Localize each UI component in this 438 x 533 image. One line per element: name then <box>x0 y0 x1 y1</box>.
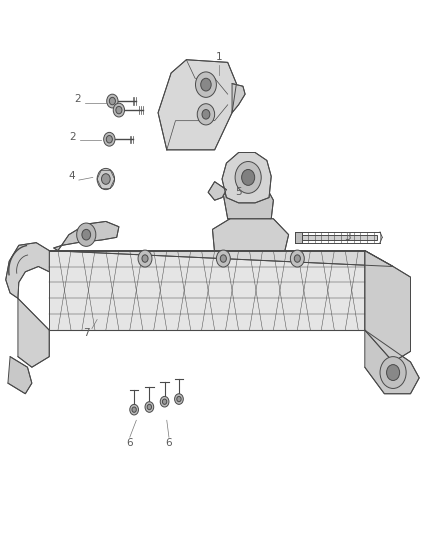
Circle shape <box>387 365 399 381</box>
Text: 6: 6 <box>127 438 133 448</box>
Circle shape <box>202 110 210 119</box>
Circle shape <box>106 135 113 143</box>
Polygon shape <box>53 221 119 251</box>
Circle shape <box>82 229 91 240</box>
Text: 7: 7 <box>83 328 89 338</box>
Text: 6: 6 <box>166 438 172 448</box>
Circle shape <box>380 357 406 389</box>
Circle shape <box>138 250 152 267</box>
Circle shape <box>197 104 215 125</box>
Circle shape <box>177 397 181 402</box>
Polygon shape <box>365 330 419 394</box>
Circle shape <box>142 255 148 262</box>
Polygon shape <box>6 243 49 298</box>
Text: 3: 3 <box>344 232 351 243</box>
Circle shape <box>216 250 230 267</box>
Circle shape <box>102 174 110 184</box>
Circle shape <box>107 94 118 108</box>
Circle shape <box>145 402 154 413</box>
Circle shape <box>147 405 152 410</box>
Circle shape <box>195 72 216 98</box>
Polygon shape <box>212 216 289 253</box>
Circle shape <box>116 107 122 114</box>
Circle shape <box>160 397 169 407</box>
Polygon shape <box>223 182 273 219</box>
Polygon shape <box>158 60 237 150</box>
Circle shape <box>130 405 138 415</box>
Text: 4: 4 <box>69 172 75 181</box>
Text: 1: 1 <box>215 52 223 62</box>
Text: 5: 5 <box>235 187 242 197</box>
Circle shape <box>242 169 254 185</box>
Circle shape <box>290 250 304 267</box>
Polygon shape <box>18 298 49 367</box>
Circle shape <box>220 255 226 262</box>
Circle shape <box>110 98 116 105</box>
Polygon shape <box>295 232 302 243</box>
Polygon shape <box>302 235 377 240</box>
Text: 2: 2 <box>74 94 81 104</box>
Polygon shape <box>8 357 32 394</box>
Circle shape <box>235 161 261 193</box>
Polygon shape <box>232 84 245 113</box>
Circle shape <box>201 78 211 91</box>
Circle shape <box>97 168 115 190</box>
Circle shape <box>175 394 184 405</box>
Text: 2: 2 <box>69 132 76 142</box>
Circle shape <box>132 407 136 413</box>
Polygon shape <box>222 152 271 203</box>
Circle shape <box>104 132 115 146</box>
Circle shape <box>294 255 300 262</box>
Circle shape <box>77 223 96 246</box>
Circle shape <box>162 399 167 405</box>
Circle shape <box>113 103 124 117</box>
Polygon shape <box>49 251 365 330</box>
Polygon shape <box>365 251 410 362</box>
Polygon shape <box>208 182 226 200</box>
Polygon shape <box>49 251 393 266</box>
